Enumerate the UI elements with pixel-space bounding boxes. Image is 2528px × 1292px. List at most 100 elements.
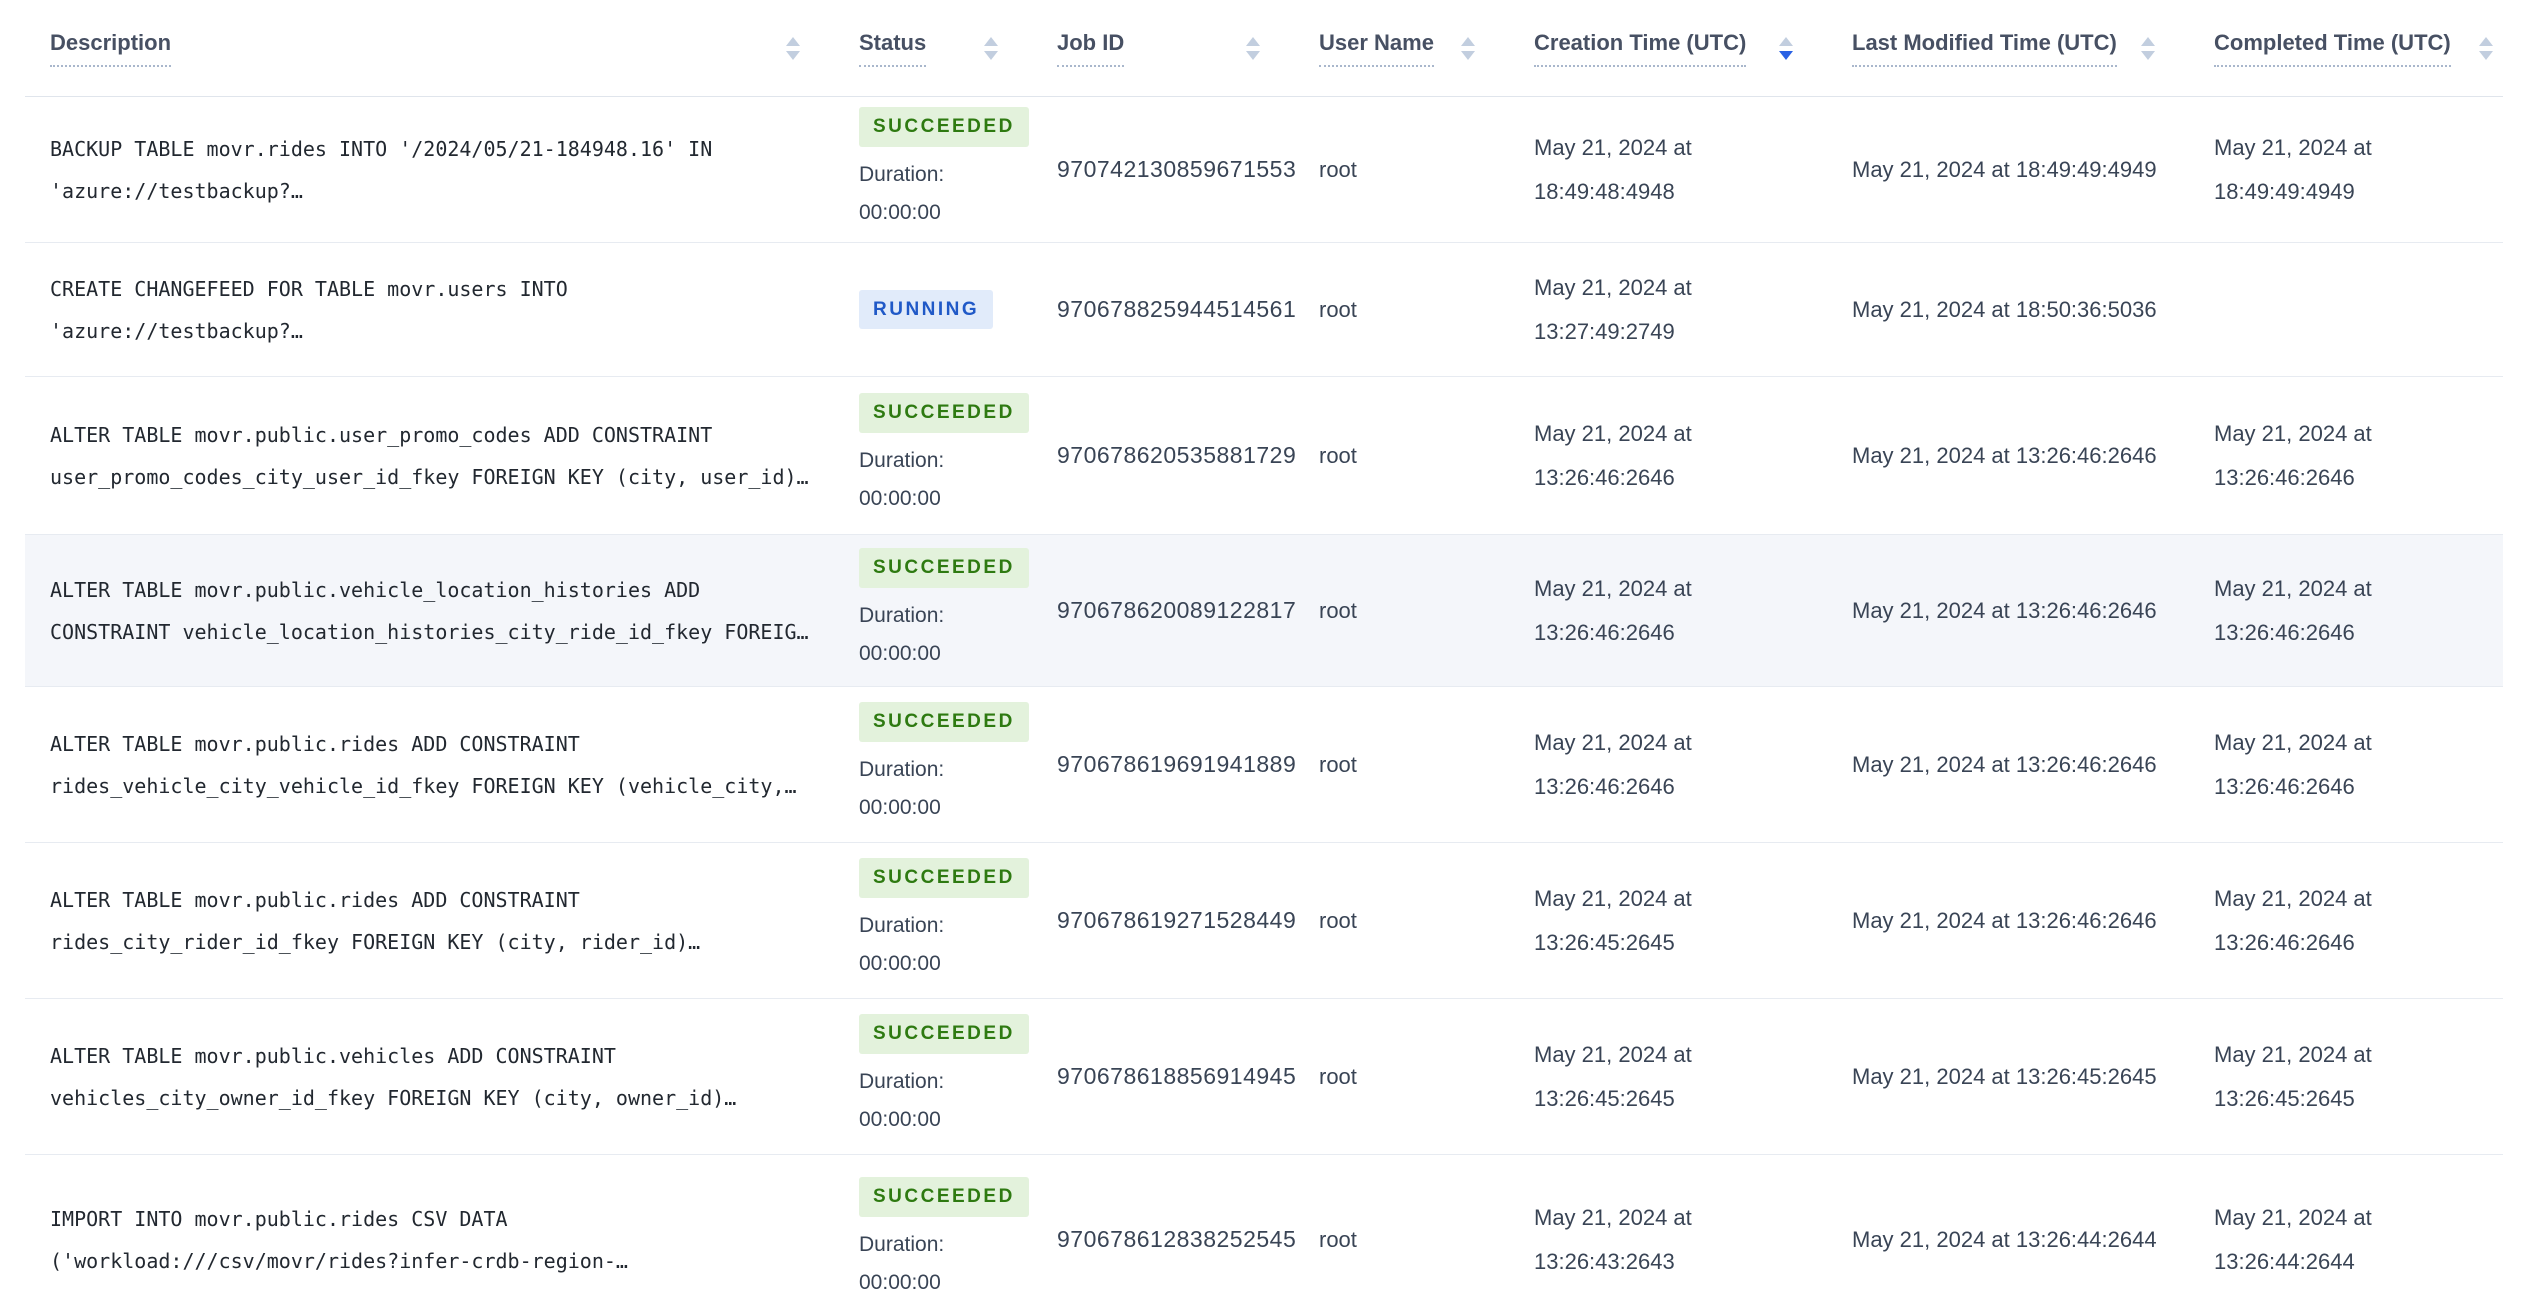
job-description-link[interactable]: ALTER TABLE movr.public.user_promo_codes… [50, 422, 809, 489]
sort-asc-icon [786, 36, 800, 46]
status-cell: RUNNING [845, 289, 1043, 330]
status-badge: SUCCEEDED [859, 1177, 1029, 1217]
description-cell: ALTER TABLE movr.public.rides ADD CONSTR… [25, 723, 845, 807]
column-header-status[interactable]: Status [845, 30, 1043, 67]
job-id-value: 970678620535881729 [1057, 442, 1297, 468]
creation-time-value: May 21, 2024 at 13:26:46:2646 [1534, 420, 1692, 490]
creation-time-cell: May 21, 2024 at 18:49:48:4948 [1520, 126, 1838, 214]
job-description-link[interactable]: ALTER TABLE movr.public.rides ADD CONSTR… [50, 887, 701, 954]
completed-time-value: May 21, 2024 at 18:49:49:4949 [2214, 134, 2372, 204]
job-id-value: 970742130859671553 [1057, 156, 1297, 182]
sort-asc-icon [2479, 36, 2493, 46]
sort-desc-icon [1246, 50, 1260, 60]
job-description-link[interactable]: ALTER TABLE movr.public.rides ADD CONSTR… [50, 731, 797, 798]
completed-time-cell: May 21, 2024 at 13:26:46:2646 [2200, 567, 2503, 655]
job-description-link[interactable]: BACKUP TABLE movr.rides INTO '/2024/05/2… [50, 136, 713, 203]
column-header-completed-time-utc[interactable]: Completed Time (UTC) [2200, 30, 2503, 67]
creation-time-cell: May 21, 2024 at 13:26:45:2645 [1520, 1033, 1838, 1121]
job-id-value: 970678825944514561 [1057, 296, 1297, 322]
creation-time-cell: May 21, 2024 at 13:26:46:2646 [1520, 412, 1838, 500]
creation-time-value: May 21, 2024 at 13:26:45:2645 [1534, 1041, 1692, 1111]
job-row[interactable]: BACKUP TABLE movr.rides INTO '/2024/05/2… [25, 97, 2503, 243]
description-cell: IMPORT INTO movr.public.rides CSV DATA (… [25, 1198, 845, 1282]
sort-asc-icon [1779, 36, 1793, 46]
sort-arrows-icon [1461, 36, 1475, 60]
description-cell: ALTER TABLE movr.public.user_promo_codes… [25, 414, 845, 498]
job-id-cell: 970742130859671553 [1043, 156, 1305, 183]
column-header-job-id[interactable]: Job ID [1043, 30, 1305, 67]
job-id-value: 970678618856914945 [1057, 1063, 1297, 1089]
status-badge: SUCCEEDED [859, 548, 1029, 588]
last-modified-time-cell: May 21, 2024 at 13:26:46:2646 [1838, 743, 2200, 787]
status-badge: SUCCEEDED [859, 702, 1029, 742]
job-row[interactable]: ALTER TABLE movr.public.rides ADD CONSTR… [25, 687, 2503, 843]
last-modified-time-value: May 21, 2024 at 13:26:45:2645 [1852, 1063, 2157, 1089]
creation-time-value: May 21, 2024 at 13:26:45:2645 [1534, 885, 1692, 955]
description-cell: ALTER TABLE movr.public.rides ADD CONSTR… [25, 879, 845, 963]
status-cell: SUCCEEDED Duration: 00:00:00 [845, 107, 1043, 232]
creation-time-cell: May 21, 2024 at 13:26:46:2646 [1520, 567, 1838, 655]
creation-time-value: May 21, 2024 at 13:26:46:2646 [1534, 575, 1692, 645]
sort-arrows-icon [2141, 36, 2155, 60]
completed-time-cell: May 21, 2024 at 13:26:46:2646 [2200, 877, 2503, 965]
status-stack: SUCCEEDED Duration: 00:00:00 [859, 702, 1033, 827]
column-header-label: Description [50, 30, 172, 67]
job-row[interactable]: ALTER TABLE movr.public.vehicles ADD CON… [25, 999, 2503, 1155]
last-modified-time-value: May 21, 2024 at 18:49:49:4949 [1852, 156, 2157, 182]
column-header-label: Last Modified Time (UTC) [1852, 30, 2117, 67]
job-row[interactable]: IMPORT INTO movr.public.rides CSV DATA (… [25, 1155, 2503, 1292]
job-row[interactable]: CREATE CHANGEFEED FOR TABLE movr.users I… [25, 243, 2503, 377]
column-header-creation-time-utc[interactable]: Creation Time (UTC) [1520, 30, 1838, 67]
sort-desc-icon [984, 50, 998, 60]
sort-asc-icon [1461, 36, 1475, 46]
job-row[interactable]: ALTER TABLE movr.public.rides ADD CONSTR… [25, 843, 2503, 999]
last-modified-time-cell: May 21, 2024 at 18:49:49:4949 [1838, 148, 2200, 192]
job-row[interactable]: ALTER TABLE movr.public.vehicle_location… [25, 535, 2503, 687]
duration-value: 00:00:00 [859, 1107, 941, 1131]
completed-time-cell: May 21, 2024 at 13:26:46:2646 [2200, 721, 2503, 809]
job-description-link[interactable]: ALTER TABLE movr.public.vehicles ADD CON… [50, 1043, 737, 1110]
job-description-link[interactable]: ALTER TABLE movr.public.vehicle_location… [50, 577, 809, 644]
table-header-row: Description Status Job ID User Name Creation… [25, 0, 2503, 97]
duration-label: Duration: [859, 448, 945, 472]
job-description-link[interactable]: IMPORT INTO movr.public.rides CSV DATA (… [50, 1206, 628, 1273]
completed-time-value: May 21, 2024 at 13:26:44:2644 [2214, 1204, 2372, 1274]
creation-time-value: May 21, 2024 at 18:49:48:4948 [1534, 134, 1692, 204]
column-header-label: Status [859, 30, 927, 67]
last-modified-time-value: May 21, 2024 at 13:26:46:2646 [1852, 751, 2157, 777]
job-description-link[interactable]: CREATE CHANGEFEED FOR TABLE movr.users I… [50, 276, 568, 343]
completed-time-cell: May 21, 2024 at 13:26:46:2646 [2200, 412, 2503, 500]
column-header-description[interactable]: Description [25, 30, 845, 67]
column-header-label: User Name [1319, 30, 1434, 67]
sort-asc-icon [984, 36, 998, 46]
last-modified-time-value: May 21, 2024 at 13:26:44:2644 [1852, 1226, 2157, 1252]
sort-arrows-icon [984, 36, 998, 60]
creation-time-cell: May 21, 2024 at 13:27:49:2749 [1520, 266, 1838, 354]
sort-asc-icon [1246, 36, 1260, 46]
duration-label: Duration: [859, 162, 945, 186]
last-modified-time-value: May 21, 2024 at 13:26:46:2646 [1852, 907, 2157, 933]
job-row[interactable]: ALTER TABLE movr.public.user_promo_codes… [25, 377, 2503, 535]
user-name-cell: root [1305, 908, 1520, 934]
job-id-value: 970678620089122817 [1057, 597, 1297, 623]
completed-time-cell: May 21, 2024 at 13:26:45:2645 [2200, 1033, 2503, 1121]
column-header-user-name[interactable]: User Name [1305, 30, 1520, 67]
status-cell: SUCCEEDED Duration: 00:00:00 [845, 702, 1043, 827]
user-name-value: root [1319, 907, 1357, 933]
creation-time-value: May 21, 2024 at 13:26:43:2643 [1534, 1204, 1692, 1274]
last-modified-time-value: May 21, 2024 at 13:26:46:2646 [1852, 597, 2157, 623]
status-badge: SUCCEEDED [859, 858, 1029, 898]
job-id-cell: 970678619271528449 [1043, 907, 1305, 934]
sort-desc-icon [1461, 50, 1475, 60]
user-name-cell: root [1305, 157, 1520, 183]
job-id-value: 970678619271528449 [1057, 907, 1297, 933]
creation-time-value: May 21, 2024 at 13:26:46:2646 [1534, 729, 1692, 799]
user-name-value: root [1319, 1063, 1357, 1089]
status-badge: RUNNING [859, 289, 994, 330]
sort-desc-icon [2479, 50, 2493, 60]
column-header-last-modified-time-utc[interactable]: Last Modified Time (UTC) [1838, 30, 2200, 67]
user-name-cell: root [1305, 752, 1520, 778]
status-cell: SUCCEEDED Duration: 00:00:00 [845, 1177, 1043, 1292]
completed-time-cell: May 21, 2024 at 13:26:44:2644 [2200, 1196, 2503, 1284]
user-name-value: root [1319, 296, 1357, 322]
